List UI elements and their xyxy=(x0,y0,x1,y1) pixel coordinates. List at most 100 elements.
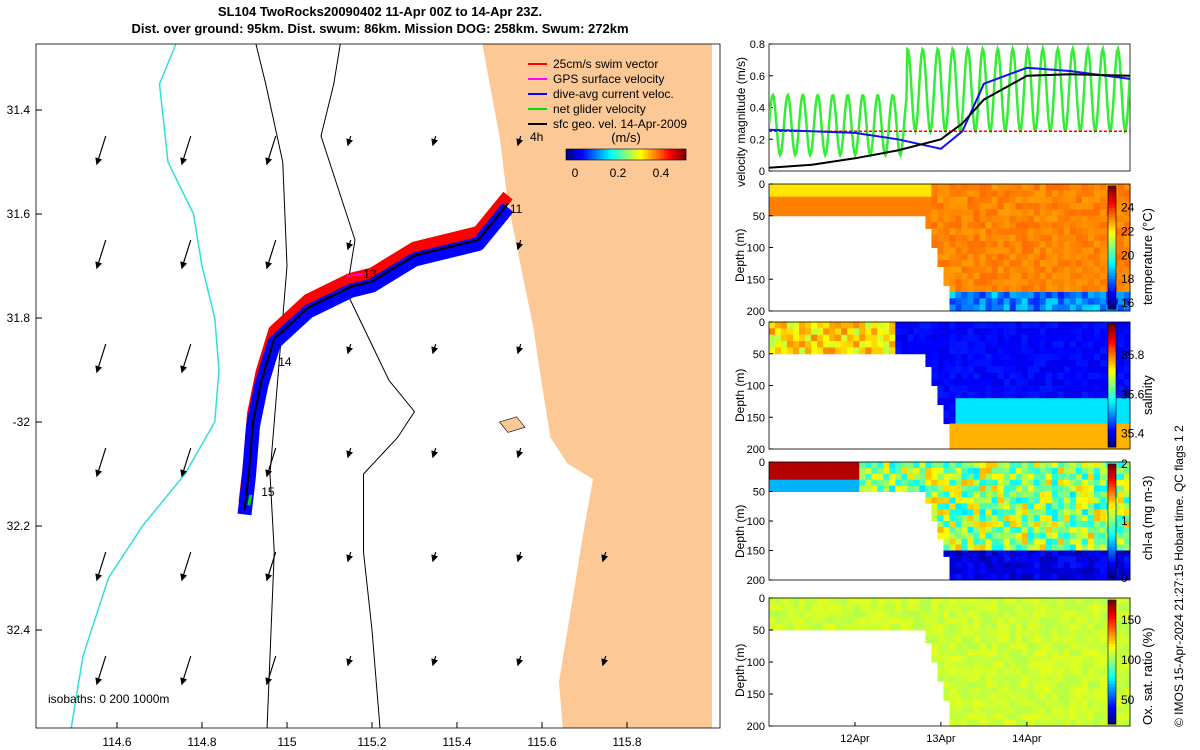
heatmap-cell xyxy=(1016,298,1023,305)
heatmap-cell xyxy=(799,203,806,210)
heatmap-cell xyxy=(980,228,987,235)
colorbar-cell xyxy=(632,149,634,160)
heatmap-cell xyxy=(962,713,969,720)
heatmap-cell xyxy=(956,509,963,515)
heatmap-cell xyxy=(1076,720,1083,727)
heatmap-cell xyxy=(950,492,957,498)
heatmap-cell xyxy=(974,474,981,480)
heatmap-cell xyxy=(1124,539,1131,545)
heatmap-cell xyxy=(835,624,842,631)
heatmap-cell xyxy=(950,643,957,650)
heatmap-cell xyxy=(859,486,866,492)
heatmap-cell xyxy=(1088,386,1095,393)
isobaths-label: isobaths: 0 200 1000m xyxy=(48,692,169,706)
heatmap-cell xyxy=(1076,604,1083,611)
heatmap-cell xyxy=(956,480,963,486)
heatmap-cell xyxy=(1100,675,1107,682)
heatmap-cell xyxy=(1040,694,1047,701)
heatmap-cell xyxy=(1010,533,1017,539)
heatmap-cell xyxy=(1028,480,1035,486)
heatmap-cell xyxy=(956,392,963,399)
heatmap-cell xyxy=(1016,405,1023,412)
heatmap-cell xyxy=(1124,720,1131,727)
heatmap-cell xyxy=(859,197,866,204)
heatmap-cell xyxy=(931,480,938,486)
heatmap-cell xyxy=(781,203,788,210)
heatmap-cell xyxy=(1124,556,1131,562)
heatmap-cell xyxy=(1034,611,1041,618)
heatmap-cell xyxy=(974,533,981,539)
heatmap-cell xyxy=(1100,398,1107,405)
heatmap-cell xyxy=(943,347,950,354)
heatmap-cell xyxy=(817,604,824,611)
heatmap-cell xyxy=(895,203,902,210)
heatmap-cell xyxy=(956,417,963,424)
heatmap-cell xyxy=(1052,241,1059,248)
heatmap-cell xyxy=(775,462,782,468)
heatmap-cell xyxy=(1076,209,1083,216)
heatmap-cell xyxy=(931,209,938,216)
heatmap-cell xyxy=(1100,515,1107,521)
heatmap-cell xyxy=(793,203,800,210)
heatmap-cell xyxy=(1094,228,1101,235)
heatmap-cell xyxy=(1094,222,1101,229)
heatmap-cell xyxy=(950,556,957,562)
heatmap-cell xyxy=(1010,492,1017,498)
heatmap-cell xyxy=(1022,203,1029,210)
heatmap-cell xyxy=(1100,392,1107,399)
heatmap-cell xyxy=(913,611,920,618)
heatmap-cell xyxy=(974,398,981,405)
heatmap-cell xyxy=(1094,436,1101,443)
heatmap-cell xyxy=(986,668,993,675)
heatmap-cell xyxy=(980,354,987,361)
colorbar-cell xyxy=(1108,441,1116,445)
heatmap-cell xyxy=(1004,241,1011,248)
heatmap-cell xyxy=(962,436,969,443)
heatmap-cell xyxy=(913,624,920,631)
heatmap-cell xyxy=(962,373,969,380)
heatmap-cell xyxy=(901,598,908,605)
heatmap-cell xyxy=(793,209,800,216)
heatmap-cell xyxy=(805,598,812,605)
heatmap-cell xyxy=(1040,241,1047,248)
heatmap-cell xyxy=(1028,604,1035,611)
heatmap-cell xyxy=(793,604,800,611)
heatmap-cell xyxy=(1028,668,1035,675)
heatmap-cell xyxy=(829,347,836,354)
heatmap-cell xyxy=(1040,700,1047,707)
heatmap-cell xyxy=(1046,545,1053,551)
heatmap-cell xyxy=(950,322,957,329)
heatmap-cell xyxy=(835,322,842,329)
heatmap-cell xyxy=(925,624,932,631)
heatmap-cell xyxy=(1016,551,1023,557)
heatmap-cell xyxy=(1088,509,1095,515)
heatmap-cell xyxy=(1076,228,1083,235)
heatmap-cell xyxy=(1010,335,1017,342)
heatmap-cell xyxy=(1076,222,1083,229)
heatmap-cell xyxy=(877,209,884,216)
colorbar-cell xyxy=(650,149,652,160)
heatmap-cell xyxy=(1088,681,1095,688)
heatmap-cell xyxy=(1070,235,1077,242)
heatmap-cell xyxy=(986,574,993,580)
heatmap-cell xyxy=(943,241,950,248)
colorbar-tick-label: 0 xyxy=(1121,571,1128,585)
heatmap-cell xyxy=(1100,604,1107,611)
heatmap-cell xyxy=(937,675,944,682)
colorbar-cell xyxy=(1108,625,1116,629)
heatmap-cell xyxy=(950,468,957,474)
heatmap-cell xyxy=(974,486,981,492)
heatmap-cell xyxy=(1094,604,1101,611)
heatmap-cell xyxy=(1088,643,1095,650)
heatmap-cell xyxy=(1064,503,1071,509)
heatmap-cell xyxy=(956,675,963,682)
heatmap-cell xyxy=(1076,545,1083,551)
heatmap-cell xyxy=(1076,636,1083,643)
heatmap-cell xyxy=(1016,649,1023,656)
heatmap-cell xyxy=(859,480,866,486)
heatmap-cell xyxy=(1064,509,1071,515)
heatmap-cell xyxy=(1100,598,1107,605)
heatmap-cell xyxy=(1016,267,1023,274)
heatmap-cell xyxy=(1016,411,1023,418)
heatmap-cell xyxy=(919,328,926,335)
